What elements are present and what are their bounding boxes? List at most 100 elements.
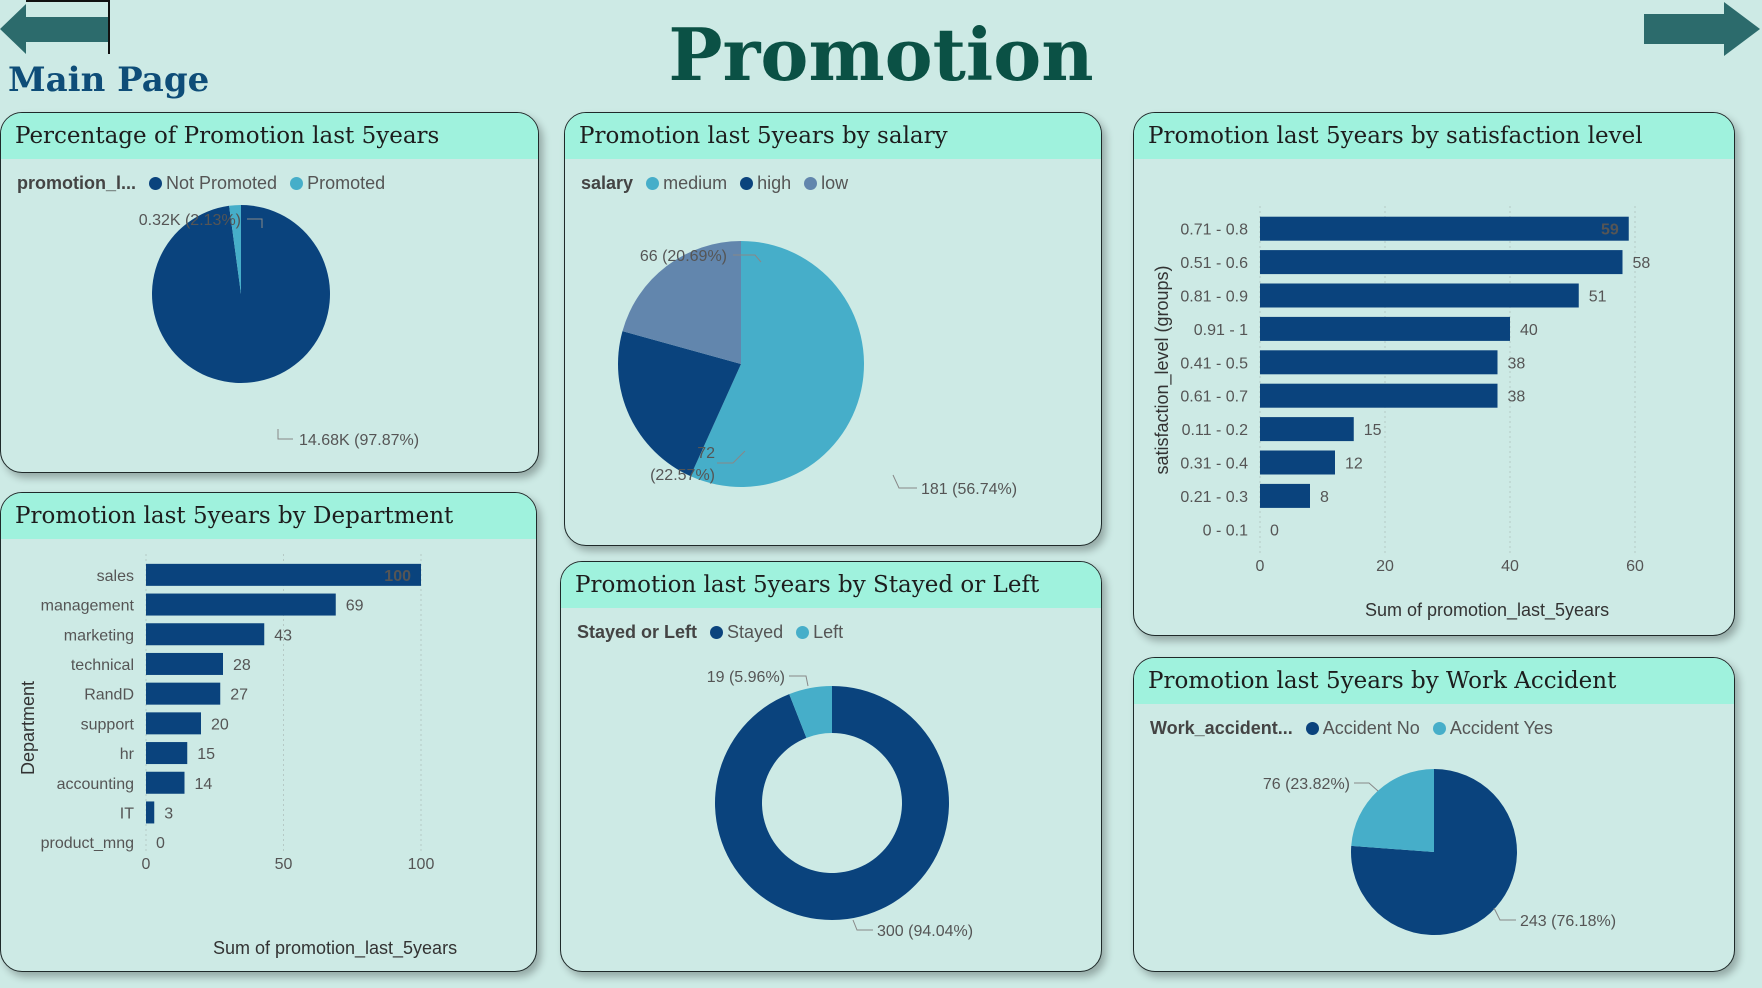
category-label: 0 - 0.1 [1203,522,1248,539]
bar-0-91-1[interactable] [1260,316,1510,341]
slice-label-high-value: 72 [697,445,715,462]
bar-technical[interactable] [146,652,223,675]
x-axis-label: Sum of promotion_last_5years [213,938,457,959]
category-label: 0.71 - 0.8 [1180,222,1248,239]
category-label: 0.61 - 0.7 [1180,389,1248,406]
data-label: 27 [230,687,248,704]
bar-randd[interactable] [146,682,221,705]
x-tick-label: 20 [1376,558,1394,575]
slice-stayed[interactable] [715,686,950,920]
bar-0-41-0-5[interactable] [1260,350,1498,375]
data-label: 38 [1508,389,1526,406]
legend-item-not-promoted[interactable]: Not Promoted [149,173,277,193]
bar-0-11-0-2[interactable] [1260,417,1354,442]
category-label: IT [120,805,134,822]
card-title: Promotion last 5years by Stayed or Left [561,562,1101,608]
chart-legend: Work_accident... Accident No Accident Ye… [1150,718,1561,739]
legend-item-left[interactable]: Left [796,622,843,642]
card-percentage: Percentage of Promotion last 5years prom… [0,112,539,473]
y-axis-label: satisfaction_level (groups) [1152,265,1173,474]
category-label: 0.91 - 1 [1194,322,1248,339]
bar-0-51-0-6[interactable] [1260,250,1623,275]
bar-sales[interactable] [146,563,421,586]
bar-0-71-0-8[interactable] [1260,216,1629,241]
slice-label-not-promoted: 14.68K (97.87%) [299,432,419,449]
bar-hr[interactable] [146,742,188,765]
category-label: RandD [84,687,134,704]
slice-left[interactable] [789,686,832,738]
legend-item-accident-no[interactable]: Accident No [1305,718,1420,738]
legend-item-medium[interactable]: medium [646,173,727,193]
slice-label-stayed: 300 (94.04%) [877,923,973,940]
card-stayed-left: Promotion last 5years by Stayed or Left … [560,561,1102,972]
x-tick-label: 0 [1256,558,1265,575]
data-label: 15 [1364,422,1382,439]
legend-item-stayed[interactable]: Stayed [710,622,783,642]
data-label: 8 [1320,489,1329,506]
data-label: 43 [274,627,292,644]
data-label: 0 [156,835,165,852]
donut-chart-stayed-left: 19 (5.96%) 300 (94.04%) [707,669,973,940]
category-label: accounting [57,776,134,793]
legend-title: Work_accident... [1150,718,1293,738]
card-title: Percentage of Promotion last 5years [1,113,538,159]
bar-0-61-0-7[interactable] [1260,383,1498,408]
card-satisfaction: Promotion last 5years by satisfaction le… [1133,112,1735,636]
legend-item-promoted[interactable]: Promoted [290,173,385,193]
slice-promoted[interactable] [229,205,241,294]
slice-accident-yes[interactable] [1351,769,1434,852]
category-label: marketing [64,627,134,644]
x-tick-label: 0 [142,856,151,873]
x-tick-label: 40 [1501,558,1519,575]
arrow-left-icon [0,0,110,54]
legend-title: promotion_l... [17,173,136,193]
bar-0-31-0-4[interactable] [1260,450,1335,475]
bar-it[interactable] [146,801,155,824]
slice-high[interactable] [618,331,741,477]
y-axis-label: Department [18,681,38,775]
slice-label-medium: 181 (56.74%) [921,481,1017,498]
card-salary: Promotion last 5years by salary salary m… [564,112,1102,546]
card-title: Promotion last 5years by Department [1,493,536,539]
x-tick-label: 60 [1626,558,1644,575]
category-label: product_mng [41,835,134,852]
category-label: 0.11 - 0.2 [1182,422,1249,439]
chart-legend: promotion_l... Not Promoted Promoted [17,173,393,194]
x-tick-label: 100 [408,856,435,873]
slice-low[interactable] [622,241,741,364]
data-label: 58 [1633,255,1651,272]
category-label: 0.31 - 0.4 [1180,456,1248,473]
category-label: 0.51 - 0.6 [1180,255,1248,272]
pie-chart-percentage: 0.32K (2.13%) 14.68K (97.87%) [139,205,419,449]
data-label: 0 [1270,522,1279,539]
data-label: 12 [1345,456,1363,473]
card-work-accident: Promotion last 5years by Work Accident W… [1133,657,1735,972]
slice-label-promoted: 0.32K (2.13%) [139,212,241,229]
card-title: Promotion last 5years by Work Accident [1134,658,1734,704]
data-label: 51 [1589,289,1607,306]
card-department: Promotion last 5years by Department 0 50 1… [0,492,537,972]
legend-item-accident-yes[interactable]: Accident Yes [1432,718,1553,738]
bar-management[interactable] [146,593,336,616]
slice-label-left: 19 (5.96%) [707,669,785,686]
bar-support[interactable] [146,712,201,735]
arrow-right-icon [1644,2,1760,56]
next-arrow-button[interactable] [1644,0,1762,58]
category-label: 0.81 - 0.9 [1180,289,1248,306]
bar-0-81-0-9[interactable] [1260,283,1579,308]
category-label: hr [120,746,135,763]
legend-item-low[interactable]: low [804,173,848,193]
back-arrow-button[interactable] [0,0,112,58]
category-label: support [81,716,135,733]
legend-item-high[interactable]: high [740,173,791,193]
slice-not-promoted[interactable] [152,205,331,383]
legend-title: salary [581,173,634,193]
slice-medium[interactable] [690,241,864,487]
data-label: 14 [195,776,213,793]
bar-marketing[interactable] [146,623,265,646]
bar-0-21-0-3[interactable] [1260,483,1310,508]
category-label: sales [97,568,134,585]
page-title: Promotion [668,12,1094,97]
main-page-link[interactable]: Main Page [8,60,210,100]
bar-accounting[interactable] [146,771,185,794]
